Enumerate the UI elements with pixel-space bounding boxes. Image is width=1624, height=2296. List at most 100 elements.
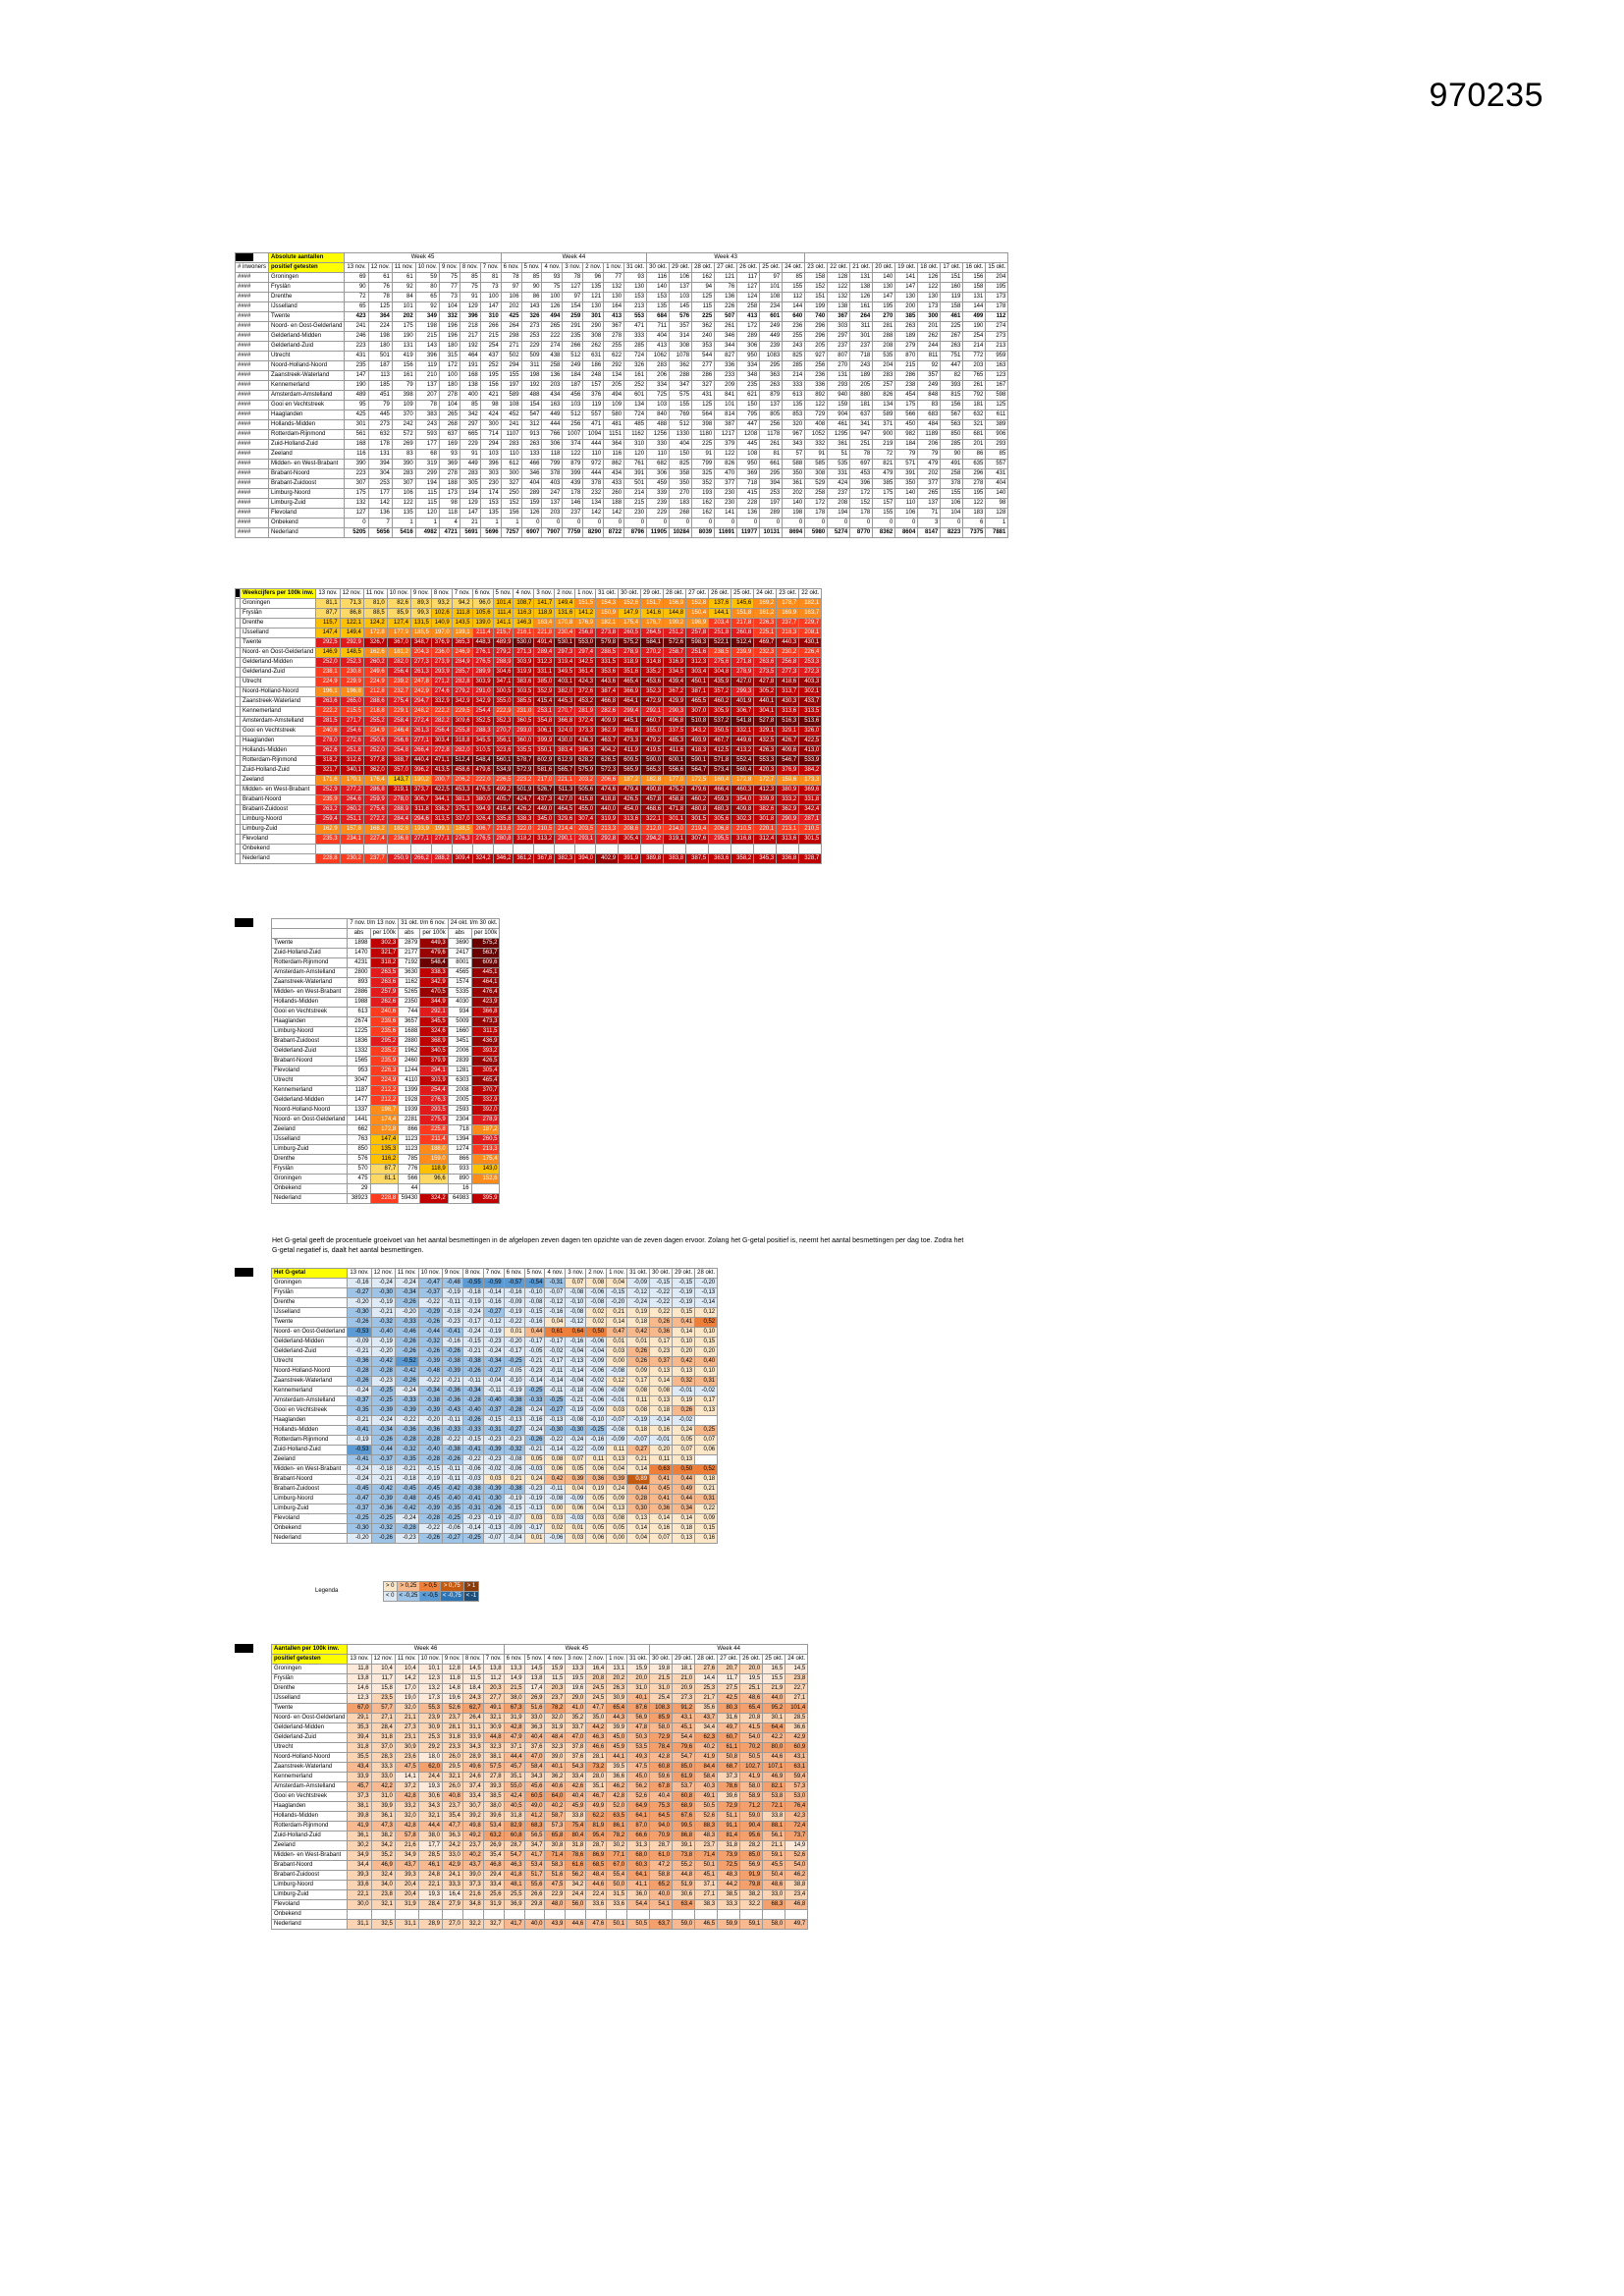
value-cell: 50,5 [739, 1752, 764, 1763]
value-cell: 109 [391, 400, 416, 410]
value-cell: -0,16 [523, 1317, 546, 1328]
value-cell: 0,13 [606, 1454, 628, 1465]
value-cell: 560,4 [731, 765, 755, 776]
region-name: Drenthe [270, 1297, 349, 1308]
value-cell: -0,07 [544, 1287, 567, 1298]
value-cell: 277,1 [409, 736, 432, 746]
value-cell: 282,0 [451, 745, 473, 756]
date-header: 9 nov. [441, 1268, 463, 1279]
value-cell: 311 [849, 321, 874, 332]
value-cell: 436,3 [574, 736, 597, 746]
value-cell: 367,8 [533, 853, 556, 864]
table-row: Utrecht 3047 224,9 4110 303,9 6303 465,4 [270, 1075, 501, 1086]
value-cell: 70,9 [649, 1831, 674, 1841]
value-cell: 34,2 [565, 1880, 587, 1890]
value-cell: 862 [603, 459, 625, 469]
value-cell: 170,8 [554, 618, 576, 629]
value-cell: -0,48 [417, 1366, 443, 1377]
value-cell: 151,8 [731, 608, 755, 619]
value-cell: 34,2 [370, 1840, 396, 1851]
value-cell: 449,0 [533, 804, 556, 815]
value-cell: 206,2 [451, 775, 473, 786]
value-cell: 395,9 [470, 1193, 501, 1204]
date-header: 19 okt. [894, 262, 919, 273]
population-cell: #### [234, 390, 270, 401]
value-cell: 106 [940, 498, 964, 509]
value-cell: 172 [849, 488, 874, 499]
value-cell: 65,2 [649, 1880, 674, 1890]
value-cell: 106 [669, 272, 693, 283]
value-cell: -0,39 [482, 1484, 505, 1495]
value-cell: -0,27 [544, 1405, 567, 1416]
value-cell: 229,1 [386, 706, 411, 717]
value-cell: 332 [804, 439, 829, 450]
value-cell: 106 [500, 292, 522, 302]
value-cell: 0,15 [694, 1523, 719, 1534]
value-cell: 143,7 [386, 775, 411, 786]
value-cell: 332,1 [731, 726, 755, 737]
table-row: Rotterdam-Rijnmond 318,2 312,6 377,8 388,7 44… [235, 755, 823, 766]
value-cell: -0,28 [461, 1395, 484, 1406]
value-cell: -0,06 [544, 1533, 567, 1544]
value-cell: 346 [714, 331, 738, 342]
value-cell: 380,9 [776, 785, 800, 795]
value-cell: 347 [669, 380, 693, 391]
value-cell: 12,3 [417, 1673, 443, 1684]
value-cell: -0,27 [347, 1287, 372, 1298]
value-cell: 38,5 [482, 1791, 505, 1802]
value-cell: 0,52 [694, 1464, 719, 1475]
value-cell: 387,5 [685, 853, 710, 864]
value-cell: 7759 [562, 527, 584, 538]
value-cell: 314 [669, 331, 693, 342]
value-cell: 433 [603, 478, 625, 489]
value-cell: 41,7 [503, 1919, 525, 1930]
value-cell: 108,7 [513, 598, 535, 609]
value-cell: -0,19 [626, 1415, 651, 1426]
table-row: #### Gelderland-Zuid 223 180 131 143 180 192 254… [234, 341, 1009, 352]
value-cell: 463,7 [595, 736, 620, 746]
value-cell: 345,3 [753, 853, 778, 864]
value-cell: -0,15 [503, 1503, 525, 1514]
value-cell: 98 [985, 498, 1009, 509]
table-row: Midden- en West-Brabant 2886 257,9 5265 470,… [270, 987, 501, 998]
value-cell: 168,2 [362, 824, 388, 835]
value-cell: 13,3 [503, 1664, 525, 1674]
value-cell: 203 [962, 360, 987, 371]
value-cell: 42,8 [394, 1821, 419, 1831]
value-cell: -0,39 [370, 1405, 396, 1416]
value-cell: 1256 [646, 429, 671, 440]
value-cell: 0,15 [672, 1307, 696, 1318]
value-cell: 2417 [447, 948, 472, 958]
value-cell: 0,04 [626, 1533, 651, 1544]
value-cell: 125 [691, 400, 716, 410]
value-cell: 53,8 [762, 1791, 786, 1802]
value-cell: 175 [894, 400, 919, 410]
value-cell: 56,1 [762, 1831, 786, 1841]
table-row: Noord-Holland-Noord -0,28 -0,28 -0,42 -0,48-… [270, 1366, 719, 1377]
value-cell: 36,2 [544, 1772, 567, 1782]
value-cell: 662 [347, 1124, 371, 1135]
value-cell: 210,5 [533, 824, 556, 835]
value-cell: 251 [849, 439, 874, 450]
value-cell: 198,9 [685, 618, 710, 629]
value-cell: 41,7 [523, 1850, 546, 1861]
value-cell: 0,19 [672, 1395, 696, 1406]
value-cell: -0,55 [461, 1278, 484, 1288]
region-name: Groningen [268, 272, 346, 283]
value-cell: 89,3 [409, 598, 432, 609]
value-cell: 131,6 [554, 608, 576, 619]
value-cell: 122 [962, 498, 987, 509]
value-cell: -0,19 [503, 1386, 525, 1396]
value-cell: 91,9 [739, 1870, 764, 1881]
value-cell: -0,38 [441, 1356, 463, 1367]
value-cell: 163 [541, 400, 564, 410]
value-cell: 0 [782, 518, 806, 528]
value-cell: 258 [804, 488, 829, 499]
value-cell: -0,11 [441, 1474, 463, 1485]
value-cell: 42,2 [370, 1781, 396, 1792]
value-cell: 271,3 [513, 647, 535, 658]
value-cell: 90 [344, 282, 369, 293]
value-cell: -0,20 [694, 1278, 719, 1288]
value-cell: -0,26 [370, 1533, 396, 1544]
date-header: 30 okt. [649, 1268, 674, 1279]
